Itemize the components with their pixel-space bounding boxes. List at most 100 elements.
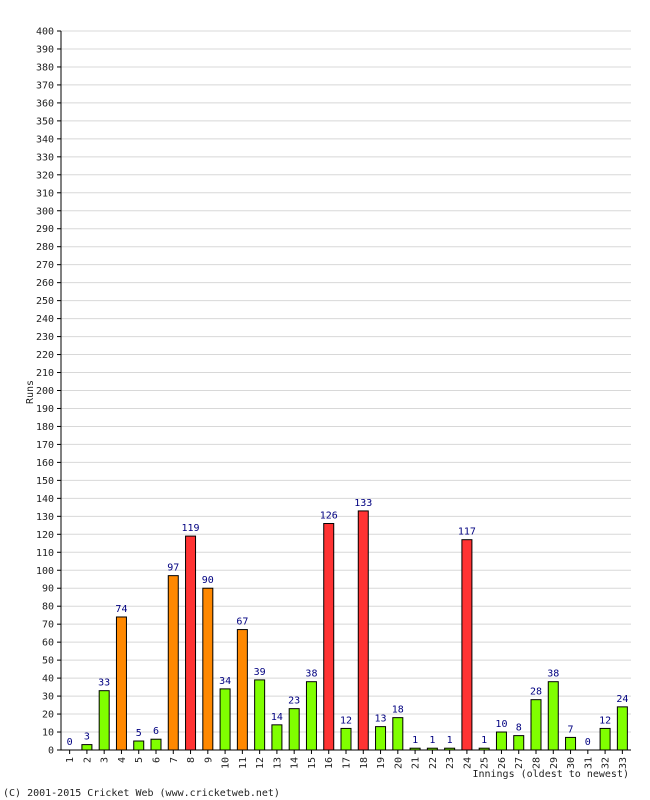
bar — [288, 708, 300, 751]
y-tick-label: 330 — [36, 152, 54, 163]
y-tick-label: 360 — [36, 98, 54, 109]
x-tick-label: 19 — [376, 757, 387, 769]
y-tick-label: 390 — [36, 44, 54, 55]
bar — [599, 727, 611, 751]
y-tick-label: 70 — [42, 620, 54, 631]
y-tick-label: 130 — [36, 512, 54, 523]
x-tick-label: 5 — [134, 757, 145, 763]
value-label: 5 — [136, 728, 142, 739]
bar — [547, 681, 559, 751]
value-label: 67 — [236, 617, 248, 628]
value-label: 13 — [375, 714, 387, 725]
value-label: 1 — [447, 735, 453, 746]
y-tick-label: 100 — [36, 566, 54, 577]
bar — [305, 681, 317, 751]
x-tick-label: 30 — [566, 757, 577, 769]
y-tick-label: 200 — [36, 386, 54, 397]
y-tick-label: 60 — [42, 638, 54, 649]
x-axis-label: Innings (oldest to newest) — [472, 769, 629, 780]
y-tick-label: 300 — [36, 206, 54, 217]
value-label: 74 — [115, 604, 127, 615]
x-tick-label: 16 — [324, 757, 335, 769]
bar — [115, 616, 127, 751]
value-label: 18 — [392, 705, 404, 716]
value-label: 119 — [182, 523, 200, 534]
x-tick-label: 17 — [342, 757, 353, 769]
x-tick-label: 28 — [532, 757, 543, 769]
x-tick-label: 33 — [618, 757, 629, 769]
x-tick-labels: 1 2 3 4 5 6 7 8 9 10 11 12 13 14 15 16 17 18 19 20 21 22 23 24 2… — [65, 757, 629, 769]
y-tick-label: 180 — [36, 422, 54, 433]
y-tick-label: 250 — [36, 296, 54, 307]
bar — [98, 690, 110, 751]
y-tick-label: 370 — [36, 80, 54, 91]
value-label: 1 — [412, 735, 418, 746]
y-tick-label: 230 — [36, 332, 54, 343]
value-label: 0 — [585, 737, 591, 748]
x-tick-label: 13 — [272, 757, 283, 769]
x-tick-label: 6 — [152, 757, 163, 763]
x-tick-label: 31 — [583, 757, 594, 769]
bar — [219, 688, 231, 751]
x-tick-label: 21 — [411, 757, 422, 769]
bar — [236, 629, 248, 751]
y-tick-label: 50 — [42, 656, 54, 667]
value-label: 33 — [98, 678, 110, 689]
bar — [565, 736, 577, 751]
y-tick-label: 90 — [42, 584, 54, 595]
value-label: 1 — [481, 735, 487, 746]
x-tick-label: 27 — [514, 757, 525, 769]
value-label: 8 — [516, 723, 522, 734]
bar — [150, 738, 162, 751]
value-label: 117 — [458, 527, 476, 538]
value-label: 23 — [288, 696, 300, 707]
x-tick-label: 9 — [203, 757, 214, 763]
value-label: 3 — [84, 732, 90, 743]
value-label: 126 — [320, 511, 338, 522]
bar — [133, 740, 145, 751]
x-tick-label: 2 — [82, 757, 93, 763]
y-tick-label: 240 — [36, 314, 54, 325]
y-tick-label: 270 — [36, 260, 54, 271]
bar — [202, 587, 214, 751]
y-tick-label: 140 — [36, 494, 54, 505]
y-tick-label: 320 — [36, 170, 54, 181]
value-label: 38 — [305, 669, 317, 680]
y-tick-label: 260 — [36, 278, 54, 289]
bar — [271, 724, 283, 751]
x-tick-label: 15 — [307, 757, 318, 769]
x-tick-label: 24 — [462, 757, 473, 769]
y-tick-label: 400 — [36, 27, 54, 38]
value-label: 24 — [616, 694, 628, 705]
x-tick-label: 25 — [480, 757, 491, 769]
value-label: 6 — [153, 726, 159, 737]
axes — [57, 30, 631, 754]
bar — [375, 726, 387, 751]
y-tick-label: 190 — [36, 404, 54, 415]
bar — [340, 727, 352, 751]
value-label: 0 — [67, 737, 73, 748]
x-tick-label: 3 — [100, 757, 111, 763]
x-tick-label: 22 — [428, 757, 439, 769]
bar — [495, 731, 507, 751]
bar — [392, 717, 404, 751]
y-tick-label: 310 — [36, 188, 54, 199]
value-label: 14 — [271, 712, 283, 723]
value-label: 12 — [340, 715, 352, 726]
y-tick-label: 340 — [36, 134, 54, 145]
x-tick-label: 18 — [359, 757, 370, 769]
y-tick-label: 40 — [42, 674, 54, 685]
value-label: 38 — [547, 669, 559, 680]
x-tick-label: 11 — [238, 757, 249, 769]
y-axis-label: Runs — [25, 380, 36, 404]
value-label: 90 — [202, 575, 214, 586]
value-label: 1 — [429, 735, 435, 746]
y-tick-label: 20 — [42, 710, 54, 721]
value-label: 97 — [167, 563, 179, 574]
bar — [185, 535, 197, 751]
value-label: 7 — [568, 724, 574, 735]
bar — [461, 539, 473, 751]
bar — [357, 510, 369, 751]
y-tick-label: 290 — [36, 224, 54, 235]
